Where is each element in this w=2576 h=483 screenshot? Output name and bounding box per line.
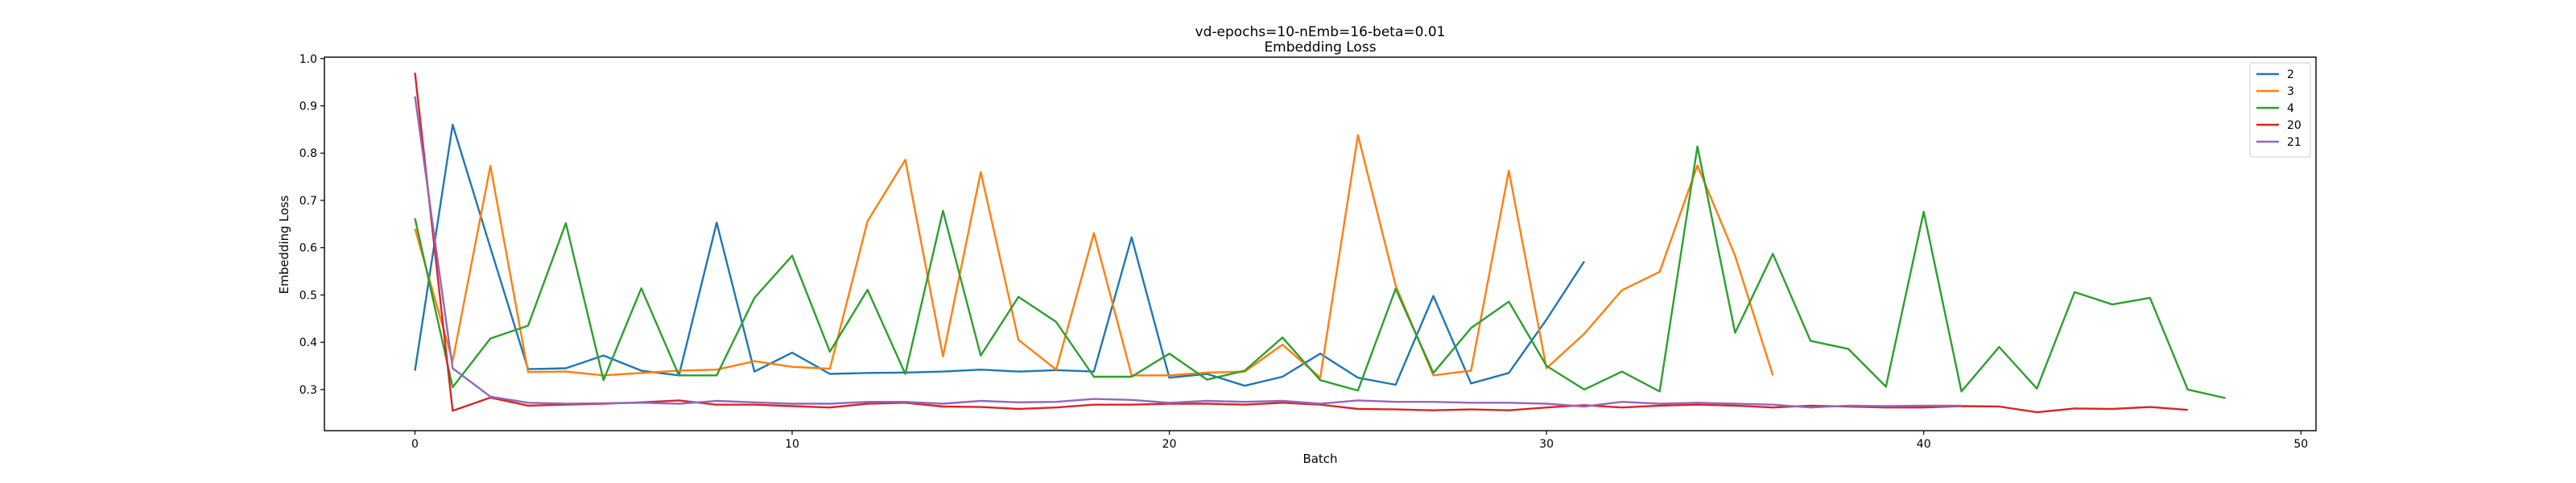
y-tick-label: 0.8: [299, 147, 317, 160]
x-tick-label: 40: [1917, 438, 1931, 451]
y-tick-label: 1.0: [299, 53, 317, 66]
legend-label-2: 2: [2287, 68, 2294, 81]
plot-area: 0 10 20 30 40 50 0.3 0.4 0.5 0.6 0.7 0.8 0.9 1.0: [299, 53, 2317, 451]
chart-subtitle: Embedding Loss: [1264, 39, 1376, 56]
y-tick-label: 0.5: [299, 289, 317, 302]
legend-label-4: 4: [2287, 102, 2294, 115]
legend-label-21: 21: [2287, 136, 2301, 149]
y-tick-label: 0.3: [299, 384, 317, 397]
y-tick-label: 0.4: [299, 336, 317, 349]
legend-label-3: 3: [2287, 85, 2294, 98]
legend: 2 3 4 20 21: [2249, 62, 2311, 158]
x-tick-label: 0: [411, 438, 419, 451]
legend-label-20: 20: [2287, 119, 2301, 132]
y-tick-label: 0.9: [299, 100, 317, 113]
series-line-21: [414, 96, 1962, 409]
x-tick-label: 20: [1162, 438, 1177, 451]
x-axis-label: Batch: [1302, 452, 1337, 466]
chart-title: vd-epochs=10-nEmb=16-beta=0.01: [1195, 24, 1446, 40]
y-tick-label: 0.6: [299, 242, 317, 255]
series-line-3: [414, 134, 1774, 379]
x-tick-label: 30: [1539, 438, 1554, 451]
y-axis-label: Embedding Loss: [277, 195, 291, 294]
axes-frame: [324, 56, 2317, 431]
series-line-20: [414, 72, 2188, 414]
x-tick-label: 10: [785, 438, 799, 451]
series-line-4: [414, 145, 2226, 399]
series-line-2: [414, 123, 1586, 387]
y-tick-label: 0.7: [299, 195, 317, 208]
legend-box: [2249, 62, 2311, 158]
x-tick-label: 50: [2293, 438, 2308, 451]
